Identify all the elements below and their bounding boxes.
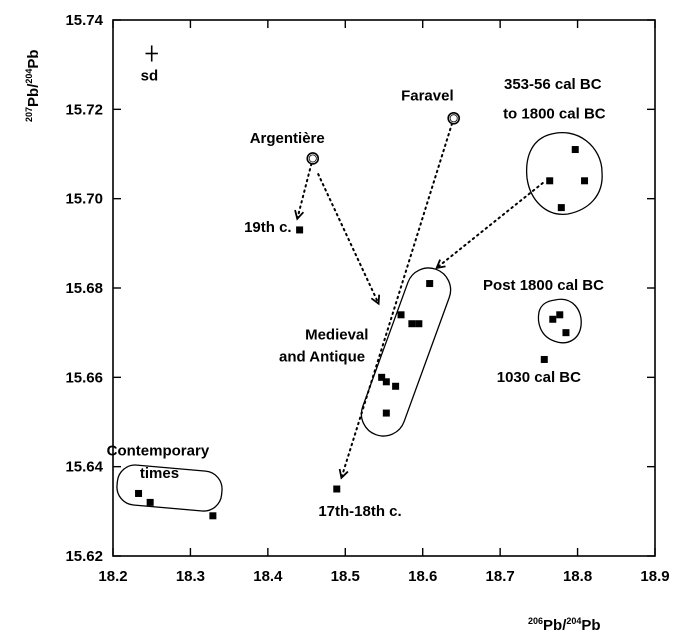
group-outline-contemporary <box>116 464 223 512</box>
y-tick-label: 15.72 <box>65 101 103 118</box>
data-point <box>546 177 554 185</box>
y-tick-label: 15.62 <box>65 548 103 565</box>
annotation-label: 19th c. <box>244 219 292 236</box>
data-point <box>146 498 154 506</box>
data-point <box>382 409 390 417</box>
x-tick-label: 18.6 <box>408 568 437 585</box>
data-point <box>135 489 143 497</box>
annotation-label: and Antique <box>279 349 365 366</box>
arrow-head <box>370 294 381 306</box>
y-tick-label: 15.74 <box>65 12 103 29</box>
x-tick-label: 18.2 <box>98 568 127 585</box>
x-axis-label: 206Pb/204Pb <box>528 616 601 633</box>
y-label-main2: Pb <box>25 49 42 68</box>
x-tick-label: 18.3 <box>176 568 205 585</box>
y-label-sup: 207 <box>24 107 34 122</box>
group-outline-post1800 <box>537 298 582 344</box>
data-point <box>562 329 570 337</box>
x-tick-label: 18.7 <box>486 568 515 585</box>
x-label-main2: Pb <box>581 617 600 633</box>
data-point <box>549 315 557 323</box>
annotation-label: 353-56 cal BC <box>504 76 602 93</box>
x-tick-label: 18.9 <box>640 568 669 585</box>
annotation-label: 17th-18th c. <box>318 503 401 520</box>
data-point <box>557 204 565 212</box>
arrow-line <box>296 157 314 220</box>
data-point <box>415 320 423 328</box>
y-label-sup2: 204 <box>24 69 34 84</box>
data-point <box>296 226 304 234</box>
y-tick-label: 15.70 <box>65 191 103 208</box>
data-point <box>378 373 386 381</box>
arrows <box>294 117 544 480</box>
x-tick-label: 18.4 <box>253 568 283 585</box>
y-tick-label: 15.68 <box>65 280 103 297</box>
data-point <box>556 311 564 319</box>
x-tick-label: 18.5 <box>331 568 360 585</box>
sd-marker <box>145 45 158 62</box>
arrow-head <box>435 259 446 270</box>
annotation-label: Faravel <box>401 87 454 104</box>
data-point <box>408 320 416 328</box>
data-point <box>392 382 400 390</box>
data-point <box>397 311 405 319</box>
annotation-label: 1030 cal BC <box>497 369 581 386</box>
data-point <box>571 146 579 154</box>
data-point <box>426 280 434 288</box>
annotations: sd Faravel Argentière 19th c. Medieval and An… <box>107 67 606 520</box>
x-tick-label: 18.8 <box>563 568 592 585</box>
annotation-label: Contemporary <box>107 443 210 460</box>
y-tick-label: 15.64 <box>65 459 103 476</box>
annotation-label: Medieval <box>305 326 368 343</box>
x-label-main: Pb/ <box>543 617 567 633</box>
group-outlines <box>116 132 603 512</box>
source-point-inner <box>308 154 317 163</box>
group-outline-medieval <box>360 267 452 437</box>
annotation-label: Post 1800 cal BC <box>483 277 604 294</box>
arrow-line <box>340 117 455 479</box>
arrow-line <box>435 182 544 269</box>
data-points <box>135 111 589 520</box>
source-point-inner <box>449 114 458 123</box>
group-outline-353bc <box>525 132 603 215</box>
annotation-label: times <box>140 465 179 482</box>
arrow-head <box>294 209 305 221</box>
data-point <box>581 177 589 185</box>
data-point <box>209 512 217 520</box>
arrow-line <box>317 173 380 305</box>
y-label-main: Pb/ <box>25 83 42 107</box>
annotation-label: Argentière <box>250 130 325 147</box>
y-tick-label: 15.66 <box>65 369 103 386</box>
y-axis-label: 207Pb/204Pb <box>24 49 42 122</box>
y-axis-ticks: 15.62 15.64 15.66 15.68 15.70 15.72 15.74 <box>65 12 655 565</box>
data-point <box>382 378 390 386</box>
annotation-label: sd <box>141 67 159 84</box>
annotation-label: to 1800 cal BC <box>503 105 606 122</box>
x-axis-ticks: 18.2 18.3 18.4 18.5 18.6 18.7 18.8 18.9 <box>98 20 670 585</box>
x-label-sup: 206 <box>528 616 543 626</box>
arrow-head <box>338 468 349 480</box>
data-point <box>540 355 548 363</box>
data-point <box>333 485 341 493</box>
x-label-sup2: 204 <box>566 616 581 626</box>
